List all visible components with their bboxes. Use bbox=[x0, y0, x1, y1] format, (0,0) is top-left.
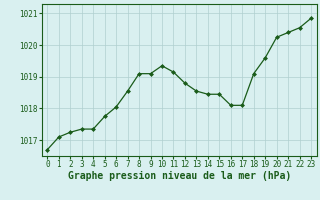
X-axis label: Graphe pression niveau de la mer (hPa): Graphe pression niveau de la mer (hPa) bbox=[68, 171, 291, 181]
